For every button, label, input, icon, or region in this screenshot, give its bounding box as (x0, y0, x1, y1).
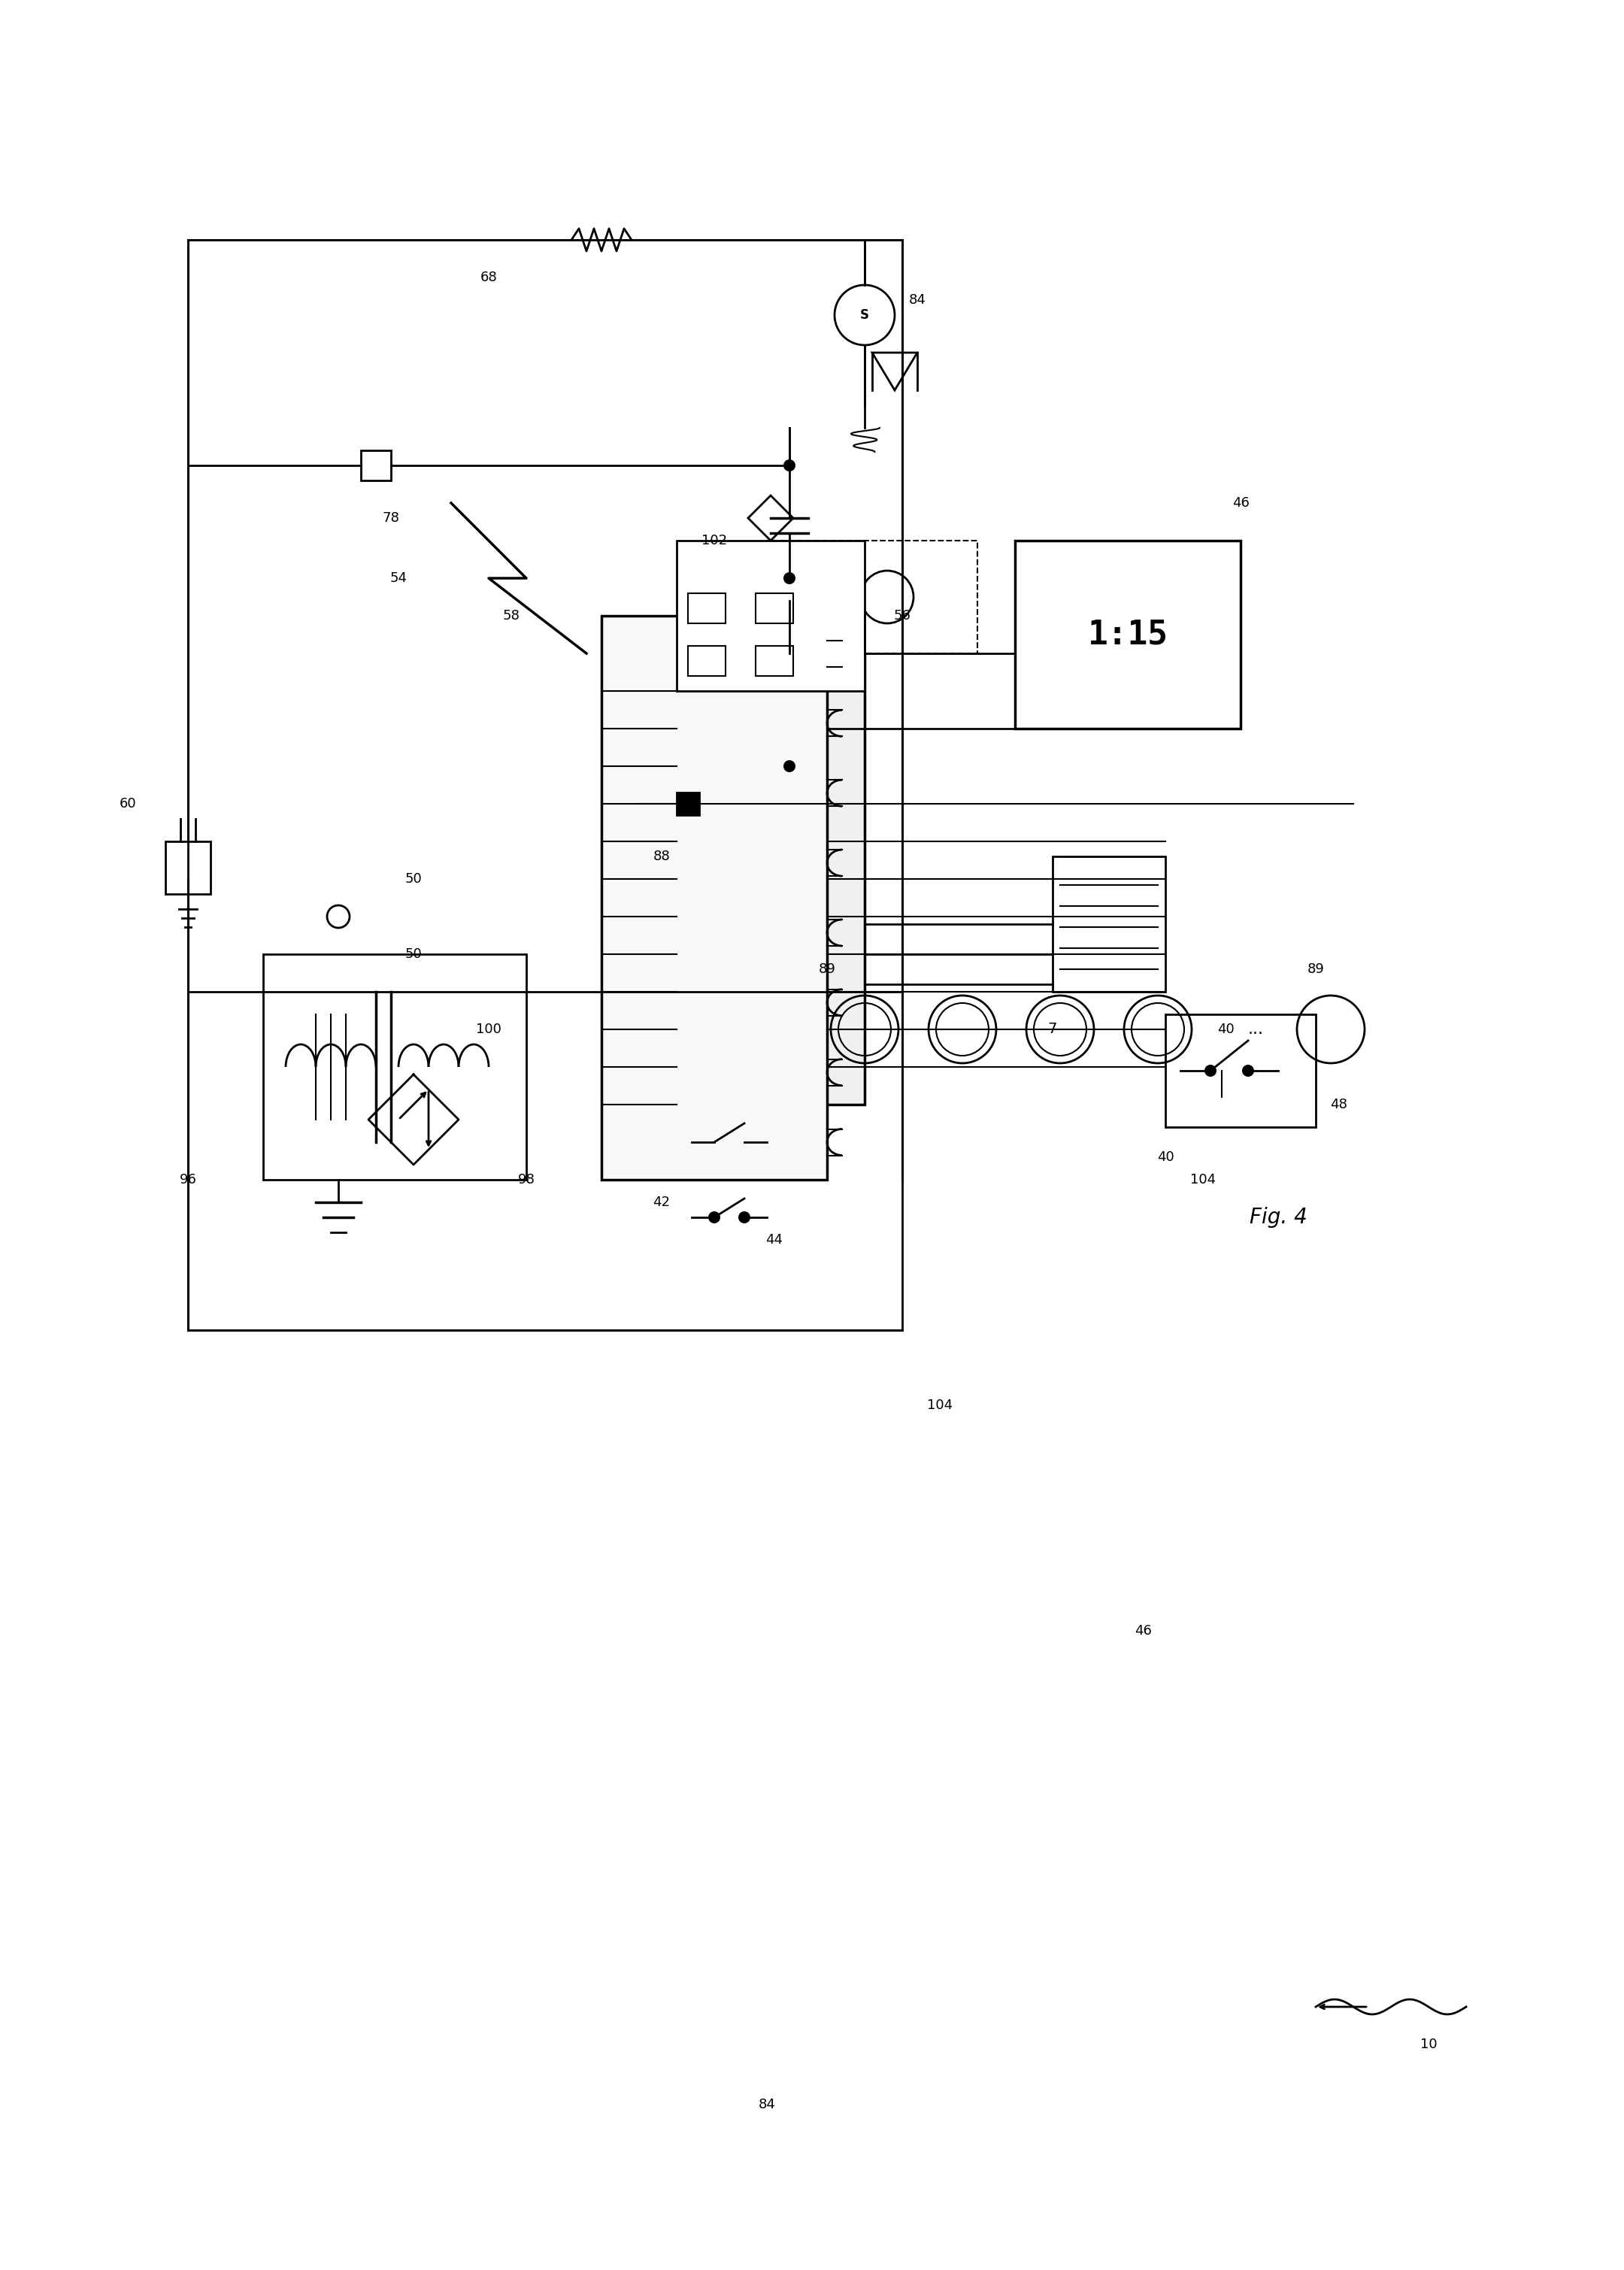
Bar (601, 615, 827, 1180)
Text: 88: 88 (653, 849, 671, 863)
Text: 84: 84 (909, 293, 926, 306)
Bar (755, 647, 793, 676)
Text: 50: 50 (404, 872, 422, 885)
Bar (1052, 856, 1166, 992)
Circle shape (708, 1135, 721, 1149)
Text: 68: 68 (481, 270, 497, 284)
Bar (166, 842, 211, 894)
Bar (755, 592, 793, 624)
Text: 100: 100 (476, 1022, 502, 1035)
Circle shape (739, 1212, 750, 1224)
Circle shape (1242, 1065, 1254, 1076)
Bar (188, 241, 903, 1330)
Circle shape (783, 572, 796, 583)
Text: 78: 78 (382, 511, 400, 524)
Text: 102: 102 (702, 533, 728, 547)
Bar (677, 540, 864, 690)
Circle shape (783, 459, 796, 472)
Text: 46: 46 (1233, 497, 1249, 511)
Circle shape (783, 760, 796, 772)
Text: ...: ... (1247, 1022, 1263, 1037)
Text: 42: 42 (653, 1196, 671, 1210)
Text: 84: 84 (758, 2097, 776, 2111)
Bar (677, 792, 700, 815)
Text: 44: 44 (767, 1233, 783, 1246)
Bar (1015, 540, 1241, 729)
Text: Fig. 4: Fig. 4 (1249, 1208, 1307, 1228)
Text: 7: 7 (1047, 1022, 1057, 1037)
Circle shape (1205, 1065, 1216, 1076)
Text: 104: 104 (927, 1398, 953, 1412)
Text: 40: 40 (1216, 1022, 1234, 1035)
Circle shape (708, 1212, 721, 1224)
Text: 40: 40 (1156, 1151, 1174, 1165)
Text: 1:15: 1:15 (1088, 617, 1168, 651)
Bar (689, 592, 726, 624)
Text: 98: 98 (518, 1174, 534, 1187)
Circle shape (739, 1135, 750, 1149)
Text: 96: 96 (179, 1174, 197, 1187)
Text: 89: 89 (1307, 962, 1324, 976)
Text: 58: 58 (503, 608, 520, 622)
Bar (263, 953, 526, 1180)
Text: 48: 48 (1330, 1099, 1346, 1112)
Text: 46: 46 (1134, 1623, 1151, 1637)
Bar (767, 540, 978, 654)
Text: S: S (861, 309, 869, 322)
Text: 104: 104 (1190, 1174, 1216, 1187)
Text: 56: 56 (893, 608, 911, 622)
Bar (677, 654, 864, 1105)
Bar (689, 647, 726, 676)
Text: 54: 54 (390, 572, 408, 586)
Text: 60: 60 (119, 797, 136, 810)
Bar (1166, 1015, 1315, 1128)
Bar (361, 449, 391, 481)
Text: 89: 89 (818, 962, 836, 976)
Text: 50: 50 (404, 947, 422, 960)
Text: 10: 10 (1419, 2038, 1437, 2052)
